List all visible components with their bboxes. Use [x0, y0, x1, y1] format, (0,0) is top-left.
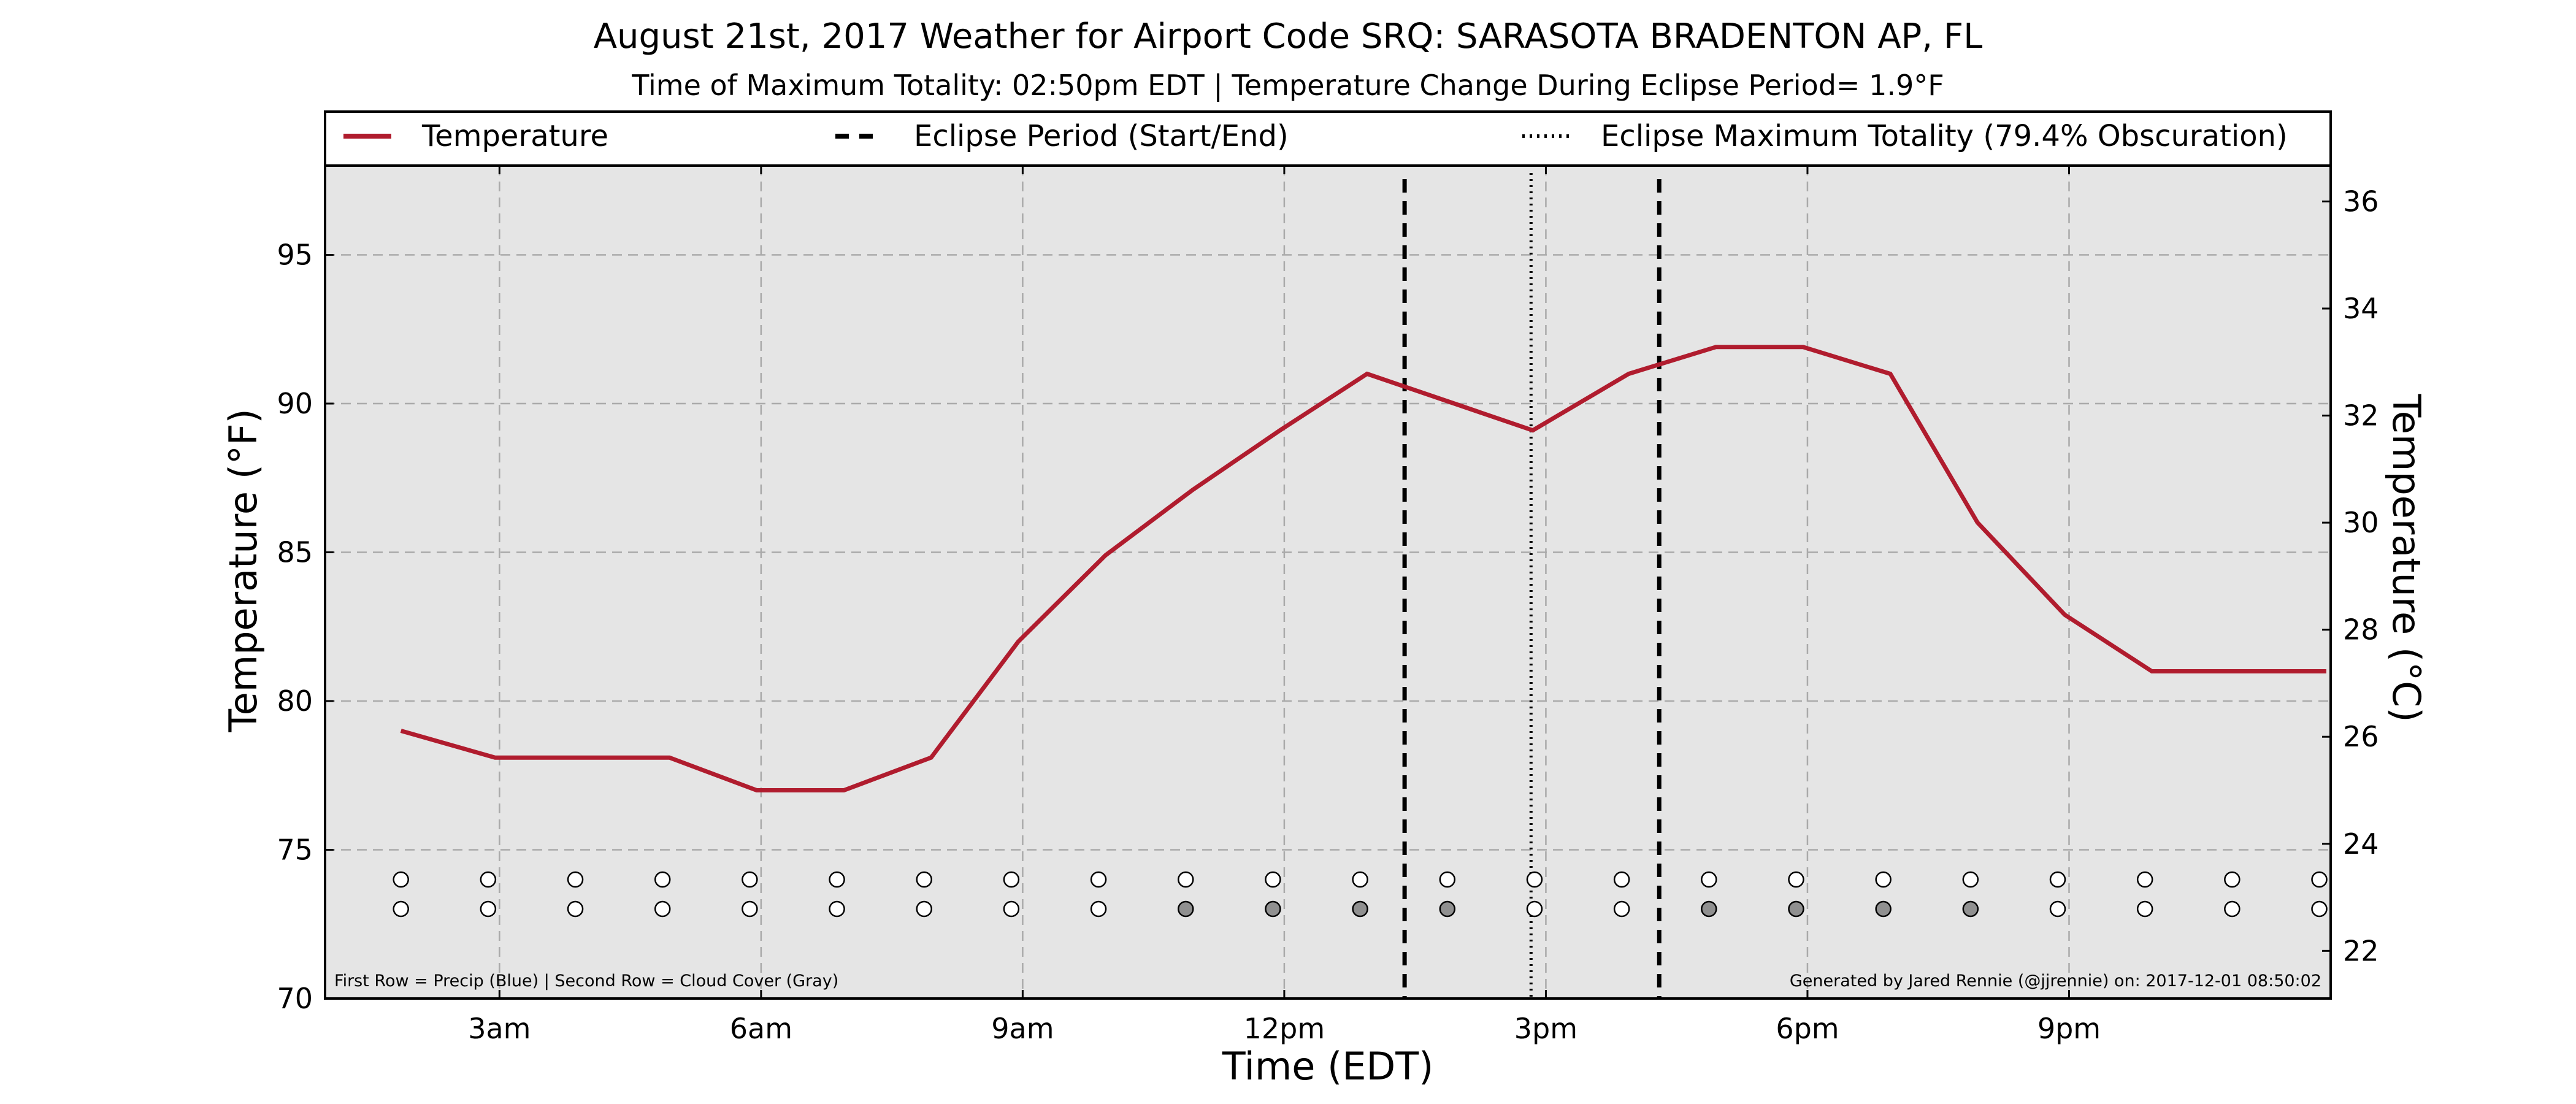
x-tick-label: 6pm — [1776, 1012, 1839, 1045]
precip-dot — [1875, 871, 1892, 888]
x-tick-label: 12pm — [1244, 1012, 1325, 1045]
cloud-cover-dot — [1526, 900, 1543, 918]
y-axis-label-left: Temperature (°F) — [221, 408, 266, 732]
y-tick-label-right: 36 — [2343, 185, 2379, 218]
precip-dot — [742, 871, 758, 888]
precip-dot — [1701, 871, 1717, 888]
cloud-cover-dot — [1701, 900, 1717, 918]
cloud-cover-dot — [2049, 900, 2066, 918]
x-tick-label: 6am — [730, 1012, 792, 1045]
y-tick-label-right: 28 — [2343, 613, 2379, 646]
cloud-cover-dot — [2136, 900, 2153, 918]
precip-dot — [1439, 871, 1456, 888]
cloud-cover-dot — [1178, 900, 1194, 918]
cloud-cover-dot — [1613, 900, 1630, 918]
axis-ticks: 3am 6am 9am 12pm 3pm 6pm 9pm 70 75 80 85 90 95 22 24 26… — [277, 166, 2379, 1045]
precip-dot — [1265, 871, 1281, 888]
legend-label-temperature: Temperature — [421, 119, 608, 153]
plot-area — [325, 166, 2331, 999]
precip-dot — [1352, 871, 1368, 888]
cloud-cover-dot — [1003, 900, 1020, 918]
cloud-cover-dot — [1439, 900, 1456, 918]
plot-frame — [324, 164, 2332, 1000]
cloud-cover-dot — [1090, 900, 1107, 918]
chart-subtitle: Time of Maximum Totality: 02:50pm EDT | … — [631, 69, 1944, 102]
cloud-cover-dot — [829, 900, 845, 918]
cloud-cover-dot — [1352, 900, 1368, 918]
y-tick-label-left: 70 — [277, 982, 313, 1015]
precip-dot — [1962, 871, 1979, 888]
cloud-cover-dot — [742, 900, 758, 918]
x-tick-label: 3am — [468, 1012, 531, 1045]
cloud-cover-dot — [393, 900, 409, 918]
cloud-cover-dot — [480, 900, 497, 918]
y-tick-label-right: 26 — [2343, 720, 2379, 753]
y-tick-label-right: 32 — [2343, 399, 2379, 432]
cloud-cover-dot — [1962, 900, 1979, 918]
cloud-cover-dot — [2311, 900, 2328, 918]
legend-label-eclipse-period: Eclipse Period (Start/End) — [914, 119, 1289, 153]
cloud-cover-dot — [654, 900, 671, 918]
x-tick-label: 9am — [991, 1012, 1054, 1045]
legend-box — [324, 110, 2332, 167]
precip-dot — [2049, 871, 2066, 888]
precip-dot — [567, 871, 584, 888]
precip-dot — [654, 871, 671, 888]
y-tick-label-right: 22 — [2343, 934, 2379, 967]
precip-dot — [1090, 871, 1107, 888]
x-axis-label: Time (EDT) — [1222, 1044, 1434, 1089]
precip-dot — [1788, 871, 1804, 888]
cloud-cover-dot — [567, 900, 584, 918]
precip-dot — [1003, 871, 1020, 888]
precip-dot — [1526, 871, 1543, 888]
cloud-cover-dot — [1875, 900, 1892, 918]
cloud-cover-dot — [1788, 900, 1804, 918]
x-tick-label: 9pm — [2037, 1012, 2101, 1045]
footnote-right: Generated by Jared Rennie (@jjrennie) on… — [1790, 972, 2321, 991]
precip-dot — [829, 871, 845, 888]
x-tick-label: 3pm — [1514, 1012, 1577, 1045]
y-tick-label-right: 34 — [2343, 292, 2379, 325]
precip-dot — [393, 871, 409, 888]
cloud-cover-dot — [916, 900, 932, 918]
temperature-line — [400, 345, 2326, 792]
footnote-left: First Row = Precip (Blue) | Second Row =… — [334, 972, 838, 991]
precip-dot — [2224, 871, 2241, 888]
chart-title: August 21st, 2017 Weather for Airport Co… — [594, 17, 1983, 56]
precip-dot — [2136, 871, 2153, 888]
y-tick-label-right: 24 — [2343, 827, 2379, 861]
y-tick-label-left: 85 — [277, 536, 313, 569]
precip-dot — [480, 871, 497, 888]
y-tick-label-left: 80 — [277, 684, 313, 718]
cloud-cover-dot — [1265, 900, 1281, 918]
y-tick-label-right: 30 — [2343, 506, 2379, 539]
precip-dot — [1178, 871, 1194, 888]
y-tick-label-left: 90 — [277, 387, 313, 420]
eclipse-markers — [1402, 173, 1662, 999]
precip-dot — [2311, 871, 2328, 888]
legend-label-max-totality: Eclipse Maximum Totality (79.4% Obscurat… — [1601, 119, 2288, 153]
cloud-cover-dot — [2224, 900, 2241, 918]
grid-lines — [325, 166, 2331, 999]
precip-dot — [1613, 871, 1630, 888]
y-tick-label-left: 95 — [277, 239, 313, 272]
precip-dot — [916, 871, 932, 888]
temperature-series — [400, 345, 2326, 792]
y-tick-label-left: 75 — [277, 834, 313, 867]
weather-dot-rows — [393, 871, 2328, 918]
y-axis-label-right: Temperature (°C) — [2384, 393, 2429, 722]
